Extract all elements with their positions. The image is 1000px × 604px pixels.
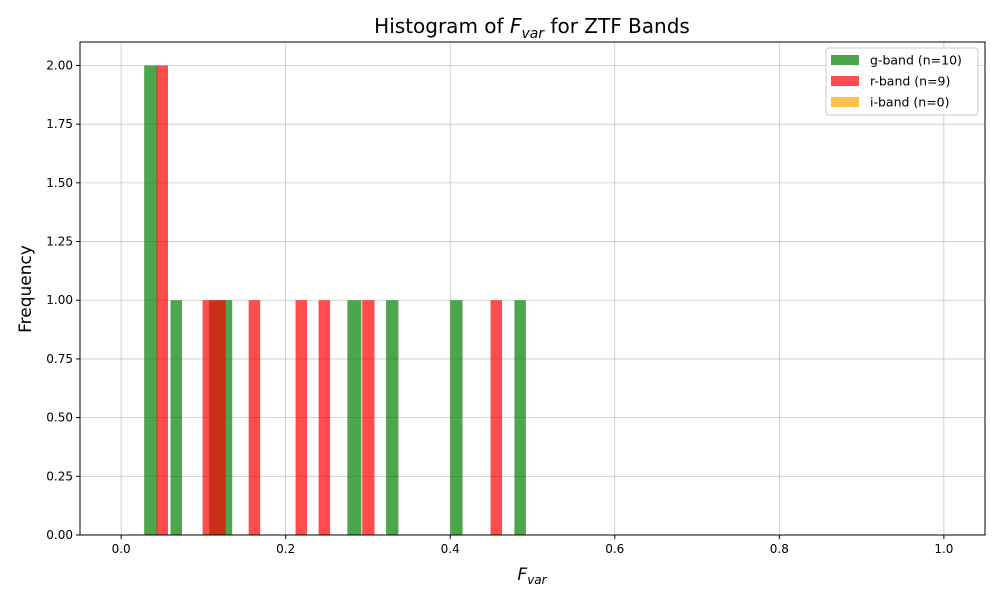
g-band-bar xyxy=(386,300,399,535)
y-tick-label: 1.75 xyxy=(46,117,73,131)
legend-label-i-band: i-band (n=0) xyxy=(870,95,950,110)
y-axis-ticks: 0.00 0.25 0.50 0.75 1.00 1.25 1.50 1.75 2.00 xyxy=(46,58,80,542)
g-band-bar xyxy=(144,65,158,535)
r-band-bar xyxy=(156,65,169,535)
chart-title-prefix: Histogram of xyxy=(374,14,510,38)
y-tick-label: 1.50 xyxy=(46,176,73,190)
chart-title: Histogram of Fvar for ZTF Bands xyxy=(374,14,690,42)
x-axis-label-sub: var xyxy=(527,573,547,587)
plot-frame xyxy=(79,41,986,536)
y-tick-label: 2.00 xyxy=(46,58,73,72)
legend-swatch-i-band xyxy=(831,97,859,107)
legend-label-g-band: g-band (n=10) xyxy=(870,53,962,68)
r-band-bar xyxy=(490,300,503,535)
g-band-bar xyxy=(450,300,463,535)
g-band-bar xyxy=(170,300,183,535)
g-band-bar xyxy=(514,300,526,535)
x-tick-label: 1.0 xyxy=(934,542,953,556)
r-band-bar xyxy=(318,300,331,535)
x-tick-label: 0.4 xyxy=(441,542,460,556)
chart-title-var-sub: var xyxy=(521,26,545,42)
legend-box xyxy=(825,47,979,116)
bars-layer xyxy=(144,65,526,535)
y-axis-label: Frequency xyxy=(16,245,36,333)
r-band-bar xyxy=(248,300,261,535)
x-tick-label: 0.6 xyxy=(605,542,624,556)
y-tick-label: 0.50 xyxy=(46,411,73,425)
r-band-bar xyxy=(362,300,375,535)
x-axis-ticks: 0.0 0.2 0.4 0.6 0.8 1.0 xyxy=(112,535,953,556)
x-axis-label: Fvar xyxy=(517,565,547,587)
r-band-bar xyxy=(295,300,308,535)
y-tick-label: 1.00 xyxy=(46,293,73,307)
y-tick-label: 1.25 xyxy=(46,235,73,249)
x-axis-label-var: F xyxy=(517,565,527,585)
r-band-bar xyxy=(202,300,226,535)
chart-title-suffix: for ZTF Bands xyxy=(544,14,690,38)
g-band-bar xyxy=(347,300,362,535)
legend-swatch-r-band xyxy=(831,76,859,86)
legend-swatch-g-band xyxy=(831,55,859,65)
x-tick-label: 0.2 xyxy=(276,542,295,556)
x-tick-label: 0.8 xyxy=(770,542,789,556)
legend-label-r-band: r-band (n=9) xyxy=(870,74,950,89)
y-tick-label: 0.00 xyxy=(46,528,73,542)
legend-entries: g-band (n=10) r-band (n=9) i-band (n=0) xyxy=(831,53,962,110)
chart-title-var: F xyxy=(510,14,522,38)
y-tick-label: 0.75 xyxy=(46,352,73,366)
y-tick-label: 0.25 xyxy=(46,469,73,483)
x-tick-label: 0.0 xyxy=(112,542,131,556)
legend: g-band (n=10) r-band (n=9) i-band (n=0) xyxy=(825,47,979,116)
